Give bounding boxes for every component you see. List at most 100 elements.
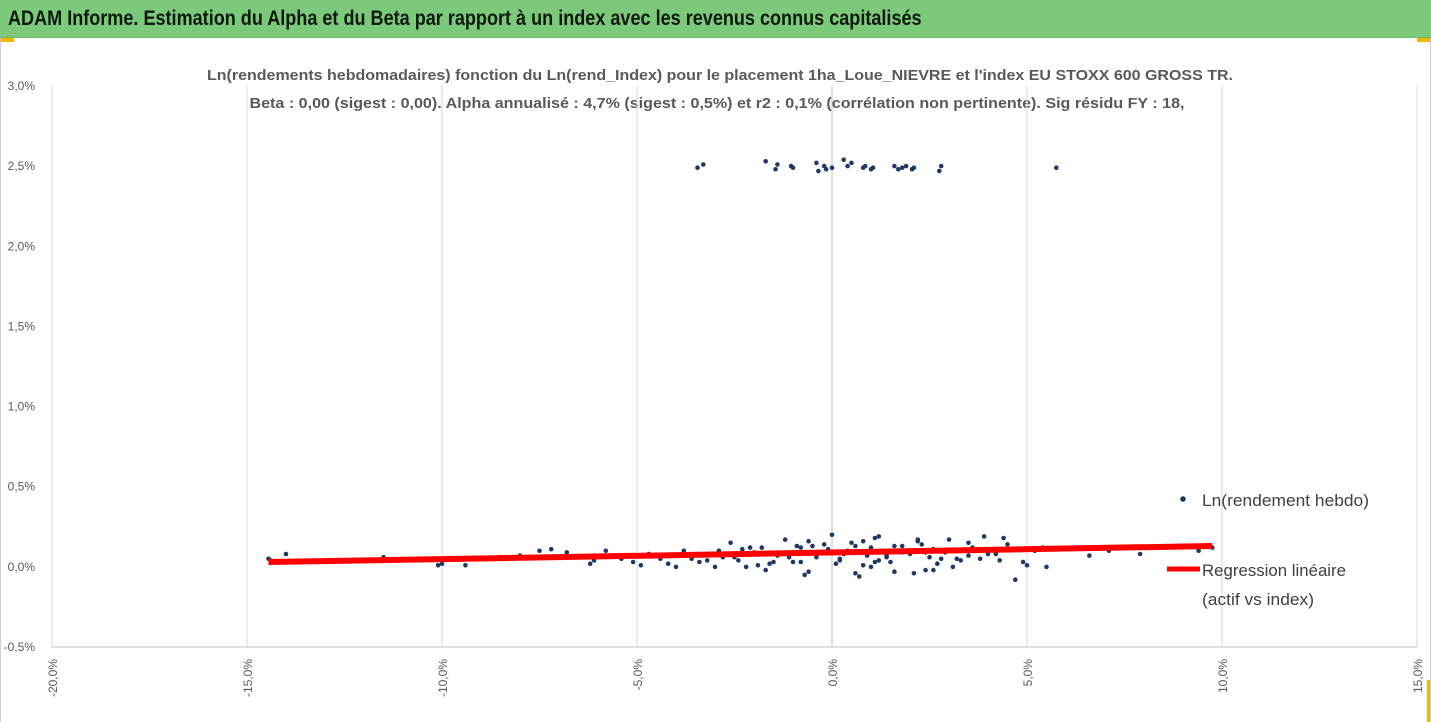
- data-point: [876, 558, 882, 563]
- data-point: [790, 559, 796, 565]
- data-point: [931, 567, 936, 573]
- legend-label-regression: Regression linéaire: [1202, 561, 1346, 580]
- data-point: [673, 564, 679, 570]
- x-tick-label: 5,0%: [1021, 659, 1035, 687]
- data-point: [740, 546, 745, 552]
- data-point: [1001, 535, 1006, 541]
- data-point: [829, 532, 835, 538]
- data-point: [759, 545, 765, 550]
- x-tick-label: -20,0%: [46, 659, 60, 697]
- data-point: [833, 561, 839, 566]
- data-point: [950, 564, 956, 570]
- data-point: [681, 548, 687, 554]
- data-point: [814, 160, 819, 166]
- y-tick-label: 1,0%: [8, 400, 36, 414]
- y-tick-label: -0,5%: [4, 640, 36, 654]
- data-point: [747, 545, 753, 550]
- data-point: [966, 540, 971, 546]
- data-point: [763, 567, 768, 573]
- data-point: [790, 165, 796, 170]
- y-tick-label: 2,5%: [8, 159, 36, 173]
- data-point: [823, 167, 829, 172]
- legend-label-points: Ln(rendement hebdo): [1202, 491, 1369, 510]
- report-banner: ADAM Informe. Estimation du Alpha et du …: [0, 0, 1431, 38]
- data-point: [463, 563, 468, 568]
- data-point: [892, 569, 897, 574]
- data-point: [1054, 165, 1059, 170]
- data-point: [704, 558, 710, 563]
- data-point: [1013, 577, 1018, 582]
- data-point: [1044, 564, 1049, 570]
- corner-accent-bottom-right: [1427, 680, 1431, 722]
- data-point: [603, 548, 609, 554]
- report-title: ADAM Informe. Estimation du Alpha et du …: [8, 7, 922, 30]
- data-point: [829, 165, 835, 170]
- x-tick-label: -15,0%: [241, 659, 255, 697]
- data-point: [1196, 548, 1201, 554]
- data-point: [439, 561, 445, 566]
- data-point: [868, 545, 874, 550]
- data-point: [849, 540, 854, 546]
- data-point: [712, 564, 718, 570]
- data-point: [821, 542, 827, 547]
- data-point: [853, 571, 858, 576]
- data-point: [816, 168, 821, 174]
- data-point: [630, 559, 636, 565]
- data-point: [798, 559, 804, 565]
- data-point: [981, 534, 987, 539]
- data-point: [1137, 551, 1143, 557]
- data-point: [888, 559, 893, 565]
- data-point: [806, 569, 811, 574]
- data-point: [849, 160, 854, 166]
- data-point: [862, 163, 868, 169]
- data-point: [1087, 553, 1092, 558]
- data-point: [857, 574, 862, 579]
- x-tick-label: 0,0%: [826, 659, 840, 687]
- data-point: [919, 542, 924, 547]
- data-point: [892, 163, 897, 169]
- data-point: [892, 543, 897, 549]
- data-point: [845, 163, 850, 169]
- data-point: [896, 167, 901, 172]
- y-tick-label: 1,5%: [8, 319, 36, 333]
- data-point: [946, 537, 952, 542]
- corner-accent-left: [0, 38, 14, 42]
- data-point: [763, 159, 768, 164]
- y-tick-label: 3,0%: [8, 79, 36, 93]
- data-point: [587, 561, 593, 566]
- data-point: [736, 558, 741, 563]
- data-point: [773, 167, 778, 172]
- data-point: [860, 538, 866, 544]
- chart-title: Ln(rendements hebdomadaires) fonction du…: [207, 67, 1233, 84]
- data-point: [997, 558, 1002, 563]
- data-point: [638, 563, 644, 568]
- data-point: [806, 538, 811, 544]
- corner-accent-right: [1417, 38, 1431, 42]
- x-tick-label: 10,0%: [1216, 659, 1230, 693]
- data-point: [872, 559, 878, 565]
- data-point: [810, 543, 815, 549]
- y-tick-label: 0,0%: [8, 560, 36, 574]
- data-point: [938, 163, 944, 169]
- data-point: [966, 553, 971, 558]
- legend-label-regression-sub: (actif vs index): [1202, 590, 1314, 609]
- data-point: [899, 543, 905, 549]
- data-point: [435, 563, 441, 568]
- data-point: [665, 561, 671, 566]
- chart-subtitle: Beta : 0,00 (sigest : 0,00). Alpha annua…: [250, 95, 1185, 112]
- data-point: [771, 559, 776, 565]
- data-point: [958, 558, 963, 563]
- data-point: [876, 534, 882, 539]
- data-point: [728, 540, 733, 546]
- data-point: [935, 561, 940, 566]
- x-tick-label: 15,0%: [1411, 659, 1425, 693]
- data-point: [899, 165, 905, 170]
- data-point: [837, 556, 843, 562]
- data-point: [1020, 559, 1026, 565]
- y-tick-label: 2,0%: [8, 239, 36, 253]
- data-point: [775, 162, 780, 167]
- data-point: [985, 551, 991, 557]
- data-point: [767, 561, 772, 566]
- data-point: [798, 545, 804, 550]
